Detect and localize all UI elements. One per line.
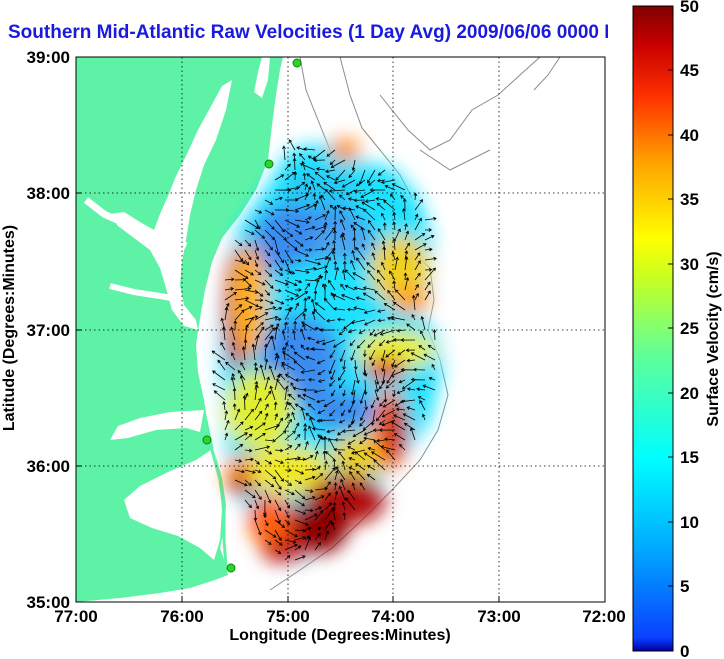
colorbar-tick-label: 45 — [680, 61, 699, 80]
colorbar-tick-label: 5 — [680, 577, 689, 596]
colorbar-tick-marks — [668, 69, 673, 587]
station-marker — [226, 563, 236, 573]
potomac-river — [83, 197, 188, 250]
velocity-vectors — [211, 139, 437, 561]
map-title: Southern Mid-Atlantic Raw Velocities (1 … — [8, 22, 608, 43]
y-tick-label: 37:00 — [27, 321, 70, 340]
radar-stations — [202, 58, 302, 573]
colorbar-tick-label: 40 — [680, 126, 699, 145]
x-tick-label: 75:00 — [266, 607, 309, 626]
colorbar-ticks: 50 45 40 35 30 25 20 15 10 5 0 — [680, 0, 699, 659]
outer-banks — [204, 419, 228, 567]
station-marker — [202, 435, 212, 445]
y-tick-label: 36:00 — [27, 457, 70, 476]
x-tick-label: 77:00 — [54, 607, 97, 626]
colorbar-label: Surface Velocity (cm/s) — [705, 251, 722, 426]
colorbar — [632, 5, 674, 652]
x-tick-label: 73:00 — [477, 607, 520, 626]
y-axis-ticks: 39:00 38:00 37:00 36:00 35:00 — [27, 48, 70, 612]
colorbar-tick-label: 35 — [680, 190, 699, 209]
y-tick-label: 38:00 — [27, 184, 70, 203]
x-axis-ticks: 77:00 76:00 75:00 74:00 73:00 72:00 — [54, 607, 625, 626]
colorbar-tick-label: 25 — [680, 319, 699, 338]
colorbar-tick-label: 50 — [680, 0, 699, 16]
colorbar-tick-label: 15 — [680, 448, 699, 467]
y-tick-label: 35:00 — [27, 593, 70, 612]
delaware-bay — [254, 57, 270, 98]
colorbar-tick-label: 10 — [680, 513, 699, 532]
vector-arrows — [211, 139, 437, 561]
pamlico-sound — [124, 448, 222, 560]
colorbar-tick-label: 30 — [680, 255, 699, 274]
station-marker — [292, 58, 302, 68]
y-axis-label: Latitude (Degrees:Minutes) — [1, 225, 18, 431]
x-tick-label: 74:00 — [371, 607, 414, 626]
x-tick-label: 76:00 — [160, 607, 203, 626]
james-river — [109, 283, 183, 303]
x-tick-label: 72:00 — [582, 607, 625, 626]
axis-tick-marks — [76, 192, 500, 602]
y-tick-label: 39:00 — [27, 48, 70, 67]
chesapeake-bay — [110, 80, 232, 330]
colorbar-tick-label: 20 — [680, 384, 699, 403]
station-marker — [264, 159, 274, 169]
grid-lines — [76, 57, 605, 602]
colorbar-tick-label: 0 — [680, 642, 689, 659]
x-axis-label: Longitude (Degrees:Minutes) — [229, 627, 450, 644]
albemarle-sound — [110, 410, 204, 440]
land-mass — [76, 57, 283, 602]
